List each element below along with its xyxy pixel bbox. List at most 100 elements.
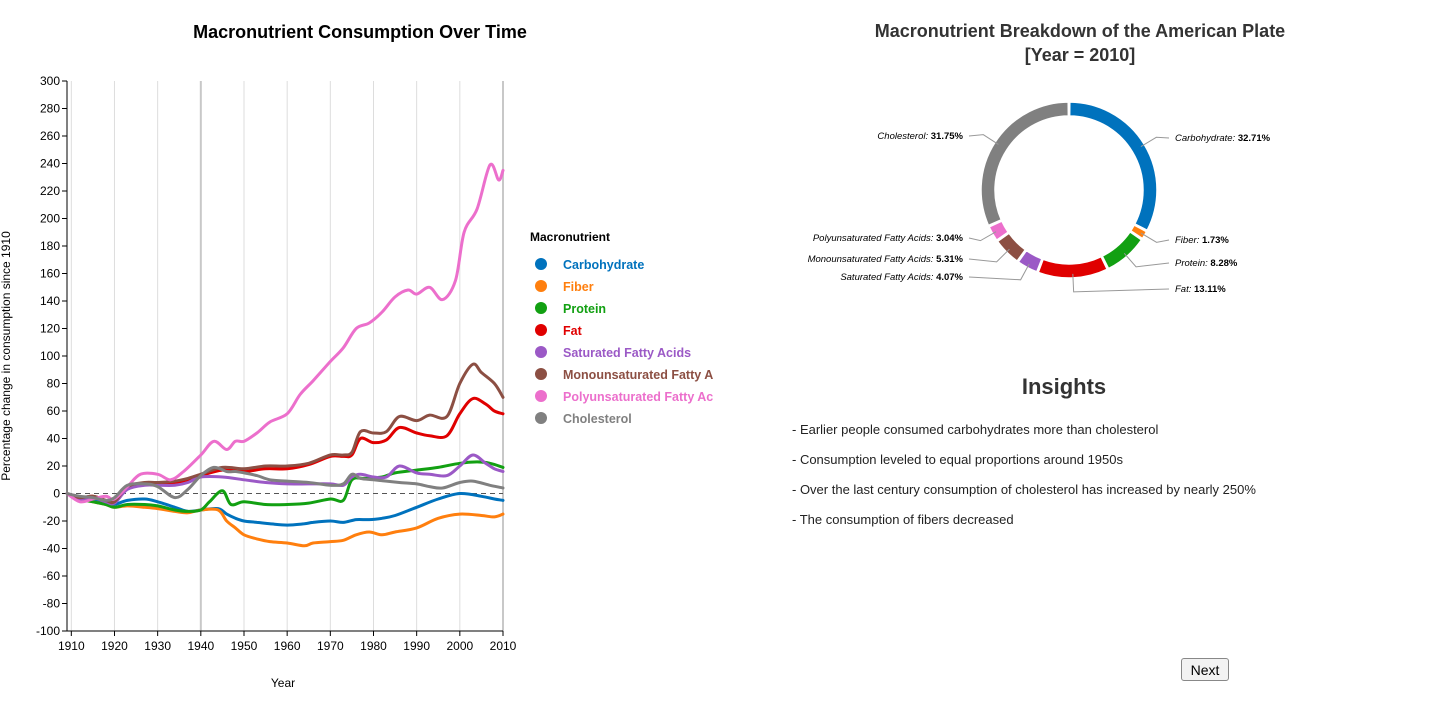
y-tick-label: 280 (40, 102, 60, 116)
y-tick-label: 180 (40, 239, 60, 253)
legend-label: Polyunsaturated Fatty Ac (563, 390, 713, 404)
legend-marker (535, 390, 547, 402)
x-tick-label: 1950 (231, 639, 258, 653)
y-tick-label: 240 (40, 157, 60, 171)
donut-label: Carbohydrate: 32.71% (1175, 133, 1271, 144)
line-chart: Macronutrient Consumption Over Time 1910… (0, 22, 713, 690)
x-tick-label: 1940 (187, 639, 214, 653)
donut-chart: Macronutrient Breakdown of the American … (808, 21, 1286, 295)
x-tick-label: 1910 (58, 639, 85, 653)
y-tick-label: 80 (47, 377, 61, 391)
donut-slice-carbohydrate (1068, 101, 1158, 232)
y-tick-label: 120 (40, 322, 60, 336)
legend-marker (535, 280, 547, 292)
y-tick-label: 20 (47, 459, 61, 473)
y-tick-label: -60 (43, 569, 61, 583)
legend-label: Protein (563, 302, 606, 316)
x-tick-label: 1990 (403, 639, 430, 653)
next-button[interactable]: Next (1181, 658, 1229, 681)
donut-leader-line (968, 134, 999, 145)
legend-marker (535, 412, 547, 424)
y-tick-label: 60 (47, 404, 61, 418)
y-tick-label: 140 (40, 294, 60, 308)
donut-label: Monounsaturated Fatty Acids: 5.31% (808, 254, 964, 265)
legend-title: Macronutrient (530, 230, 610, 244)
legend-label: Cholesterol (563, 412, 632, 426)
insights-title: Insights (1021, 374, 1107, 399)
line-chart-title: Macronutrient Consumption Over Time (193, 22, 527, 42)
donut-leader-line (968, 231, 997, 242)
x-tick-label: 1930 (144, 639, 171, 653)
y-tick-label: 260 (40, 129, 60, 143)
legend-label: Saturated Fatty Acids (563, 346, 691, 360)
donut-slice-fat (1037, 255, 1108, 279)
x-tick-label: 1920 (101, 639, 128, 653)
insight-item: - The consumption of fibers decreased (792, 512, 1014, 527)
legend-marker (535, 258, 547, 270)
insights-panel: Insights - Earlier people consumed carbo… (792, 374, 1352, 542)
legend-label: Fiber (563, 280, 594, 294)
legend-label: Fat (563, 324, 583, 338)
donut-leader-line (968, 263, 1030, 281)
donut-leader-line (1140, 136, 1170, 148)
legend-marker (535, 302, 547, 314)
y-tick-label: -80 (43, 597, 61, 611)
donut-slice-polyunsaturated-fatty-acids (988, 220, 1009, 241)
series-line-protein (65, 460, 505, 513)
legend-marker (535, 368, 547, 380)
line-chart-axes: 1910 1920 1930 1940 1950 1960 1970 1980 1990 2000… (36, 74, 517, 653)
legend: Carbohydrate Fiber Protein Fat Saturated Fat… (535, 258, 713, 426)
donut-label: Saturated Fatty Acids: 4.07% (840, 272, 963, 283)
donut-label: Polyunsaturated Fatty Acids: 3.04% (813, 233, 964, 244)
donut-slices (980, 101, 1158, 279)
x-axis-label: Year (271, 676, 295, 690)
legend-label: Monounsaturated Fatty A (563, 368, 713, 382)
legend-label: Carbohydrate (563, 258, 644, 272)
series-line-polyunsaturated-fatty-acids (65, 162, 505, 504)
donut-title-line2: [Year = 2010] (1025, 45, 1136, 65)
y-tick-label: 160 (40, 267, 60, 281)
series-line-fiber (65, 492, 505, 548)
legend-marker (535, 324, 547, 336)
y-tick-label: 40 (47, 432, 61, 446)
y-tick-label: -20 (43, 514, 61, 528)
donut-leader-line (1140, 232, 1170, 243)
series-line-carbohydrate (65, 491, 505, 527)
x-tick-label: 2010 (490, 639, 517, 653)
insights-list: - Earlier people consumed carbohydrates … (792, 422, 1352, 527)
donut-title-line1: Macronutrient Breakdown of the American … (875, 21, 1285, 41)
legend-items: Carbohydrate Fiber Protein Fat Saturated Fat… (535, 258, 713, 426)
donut-label: Cholesterol: 31.75% (877, 131, 963, 142)
insight-item: - Over the last century consumption of c… (792, 482, 1256, 497)
donut-labels: Carbohydrate: 32.71% Fiber: 1.73% Protein:… (808, 131, 1271, 295)
donut-slice-monounsaturated-fatty-acids (996, 232, 1027, 262)
x-tick-label: 1960 (274, 639, 301, 653)
donut-slice-protein (1101, 231, 1143, 270)
y-tick-label: 300 (40, 74, 60, 88)
legend-marker (535, 346, 547, 358)
x-tick-label: 1970 (317, 639, 344, 653)
series-line-cholesterol (65, 465, 505, 502)
donut-leader-line (1072, 273, 1170, 293)
y-tick-label: 220 (40, 184, 60, 198)
x-tick-label: 1980 (360, 639, 387, 653)
y-tick-label: -100 (36, 624, 60, 638)
y-tick-label: -40 (43, 542, 61, 556)
line-chart-grid (67, 81, 504, 631)
donut-label: Fat: 13.11% (1175, 284, 1226, 295)
donut-slice-cholesterol (980, 101, 1070, 227)
donut-label: Fiber: 1.73% (1175, 235, 1229, 246)
insight-item: - Earlier people consumed carbohydrates … (792, 422, 1159, 437)
y-tick-label: 100 (40, 349, 60, 363)
y-tick-label: 200 (40, 212, 60, 226)
donut-slice-fiber (1129, 224, 1148, 240)
donut-slice-saturated-fatty-acids (1017, 249, 1043, 273)
y-tick-label: 0 (53, 487, 60, 501)
line-chart-series-group (65, 162, 505, 548)
donut-leader-line (968, 248, 1010, 263)
insight-item: - Consumption leveled to equal proportio… (792, 452, 1123, 467)
donut-label: Protein: 8.28% (1175, 258, 1238, 269)
x-tick-label: 2000 (446, 639, 473, 653)
y-axis-label: Percentage change in consumption since 1… (0, 231, 13, 481)
